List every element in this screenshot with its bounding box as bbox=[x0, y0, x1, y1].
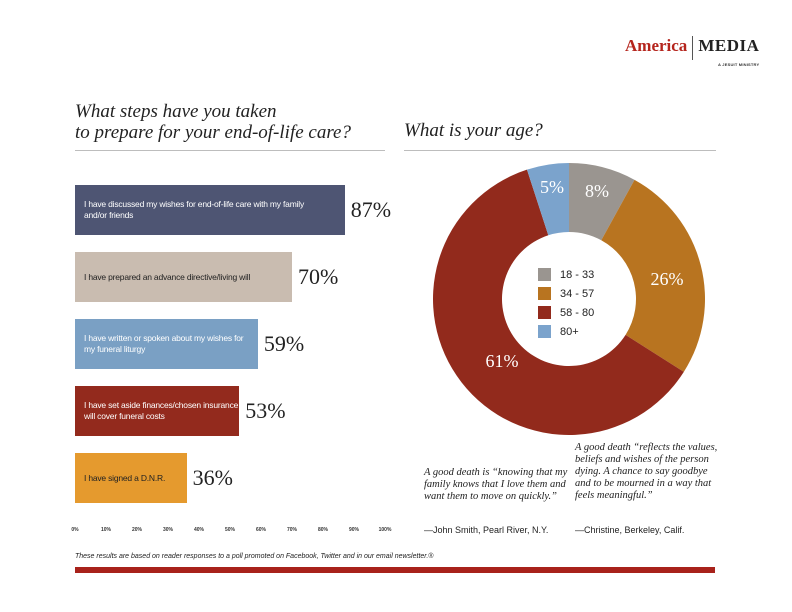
bar-1-label: I have discussed my wishes for end-of-li… bbox=[84, 199, 305, 220]
legend-label: 80+ bbox=[560, 325, 579, 338]
legend-swatch bbox=[538, 306, 551, 319]
bar-3-label: I have written or spoken about my wishes… bbox=[84, 333, 244, 354]
bar-2 bbox=[75, 252, 292, 302]
left-title-rule bbox=[75, 150, 385, 151]
logo-media: MEDIA A JESUIT MINISTRY bbox=[693, 36, 760, 67]
quote-1-attribution: —John Smith, Pearl River, N.Y. bbox=[424, 525, 549, 535]
footer-note: These results are based on reader respon… bbox=[75, 553, 434, 560]
bar-2-label: I have prepared an advance directive/liv… bbox=[84, 271, 251, 282]
x-tick-label: 100% bbox=[378, 527, 392, 533]
logo: America MEDIA A JESUIT MINISTRY bbox=[625, 36, 760, 67]
legend-item: 80+ bbox=[538, 325, 579, 338]
legend-swatch bbox=[538, 287, 551, 300]
donut-slice-1-label: 8% bbox=[585, 181, 609, 201]
donut-slice-2-label: 26% bbox=[651, 269, 684, 289]
donut-slice-3 bbox=[433, 169, 684, 436]
x-tick-label: 0% bbox=[71, 527, 79, 533]
bar-3 bbox=[75, 319, 258, 369]
bar-5-label: I have signed a D.N.R. bbox=[84, 472, 166, 483]
x-tick-label: 30% bbox=[162, 527, 174, 533]
bar-1 bbox=[75, 185, 345, 235]
bar-5 bbox=[75, 453, 187, 503]
x-tick-label: 90% bbox=[348, 527, 360, 533]
legend-item: 34 - 57 bbox=[538, 287, 594, 300]
left-title-line1: What steps have you taken bbox=[75, 101, 277, 122]
logo-america: America bbox=[625, 36, 694, 60]
x-tick-label: 70% bbox=[286, 527, 298, 533]
x-tick-label: 20% bbox=[131, 527, 143, 533]
donut-slice-1 bbox=[569, 163, 635, 241]
legend-label: 34 - 57 bbox=[560, 287, 595, 300]
legend-label: 58 - 80 bbox=[560, 306, 595, 319]
right-title-rule bbox=[404, 150, 716, 151]
x-tick-label: 50% bbox=[224, 527, 236, 533]
quote-2-text: A good death “reflects the values, belie… bbox=[575, 442, 718, 501]
bar-4-label: I have set aside finances/chosen insuran… bbox=[84, 400, 254, 421]
donut-slice-4 bbox=[526, 163, 569, 236]
left-chart-title: What steps have you taken to prepare for… bbox=[75, 101, 395, 143]
legend-item: 58 - 80 bbox=[538, 306, 594, 319]
legend-swatch bbox=[538, 268, 551, 281]
x-tick-label: 40% bbox=[193, 527, 205, 533]
footer-rule bbox=[75, 567, 715, 573]
legend-label: 18 - 33 bbox=[560, 268, 595, 281]
donut-slice-4-label: 5% bbox=[540, 177, 564, 197]
bar-4-value-label: 53% bbox=[245, 398, 286, 423]
logo-media-text: MEDIA bbox=[698, 36, 760, 55]
left-title-line2: to prepare for your end-of-life care? bbox=[75, 122, 351, 143]
bar-4 bbox=[75, 386, 240, 436]
x-tick-label: 60% bbox=[255, 527, 267, 533]
donut-slice-2 bbox=[601, 179, 705, 372]
logo-tagline: A JESUIT MINISTRY bbox=[718, 62, 760, 67]
bar-2-value-label: 70% bbox=[298, 264, 339, 289]
right-chart-title: What is your age? bbox=[404, 120, 543, 141]
x-tick-label: 80% bbox=[317, 527, 329, 533]
legend-swatch bbox=[538, 325, 551, 338]
quote-2-attribution: —Christine, Berkeley, Calif. bbox=[575, 525, 685, 535]
donut-slice-3-label: 61% bbox=[486, 351, 519, 371]
bar-5-value-label: 36% bbox=[192, 465, 233, 490]
bar-1-value-label: 87% bbox=[350, 197, 392, 222]
x-tick-label: 10% bbox=[100, 527, 112, 533]
quote-1-text: A good death is “knowing that my family … bbox=[424, 467, 568, 502]
bar-3-value-label: 59% bbox=[263, 331, 305, 356]
legend-item: 18 - 33 bbox=[538, 268, 594, 281]
